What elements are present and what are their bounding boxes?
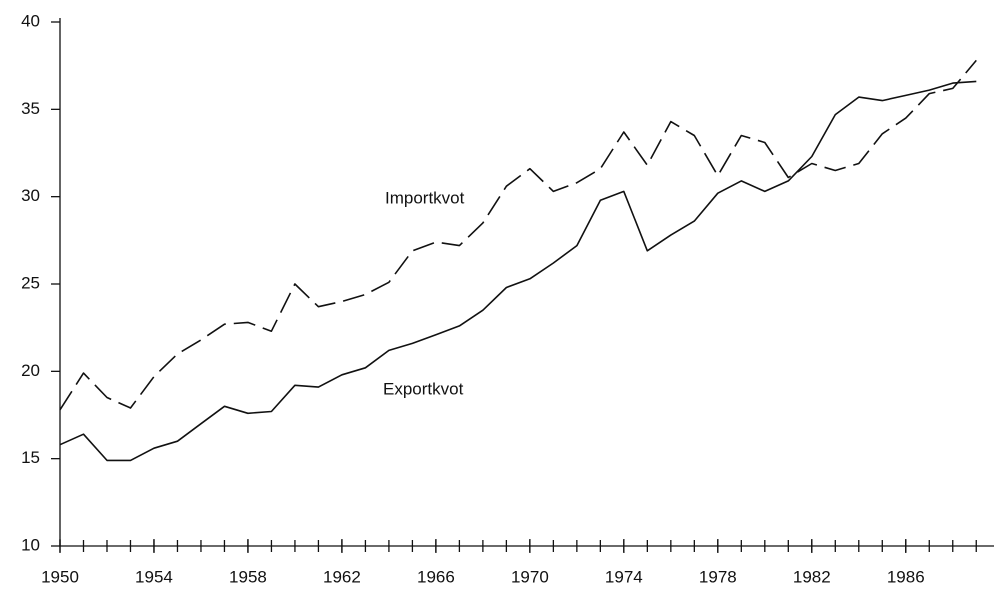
y-tick-label: 20 [21, 361, 40, 380]
x-tick-label: 1978 [699, 567, 737, 586]
y-tick-label: 15 [21, 448, 40, 467]
series-label: Importkvot [385, 188, 465, 207]
x-tick-label: 1974 [605, 567, 643, 586]
x-tick-label: 1986 [887, 567, 925, 586]
series-line [59, 80, 977, 462]
x-tick-label: 1954 [135, 567, 173, 586]
y-tick-label: 35 [21, 99, 40, 118]
x-tick-label: 1958 [229, 567, 267, 586]
x-tick-label: 1970 [511, 567, 549, 586]
series-line [59, 59, 977, 411]
y-tick-label: 25 [21, 273, 40, 292]
x-tick-label: 1966 [417, 567, 455, 586]
y-tick-label: 40 [21, 11, 40, 30]
x-tick-label: 1962 [323, 567, 361, 586]
x-tick-label: 1950 [41, 567, 79, 586]
x-tick-label: 1982 [793, 567, 831, 586]
series-label: Exportkvot [383, 379, 464, 398]
y-tick-label: 10 [21, 535, 40, 554]
y-tick-label: 30 [21, 186, 40, 205]
